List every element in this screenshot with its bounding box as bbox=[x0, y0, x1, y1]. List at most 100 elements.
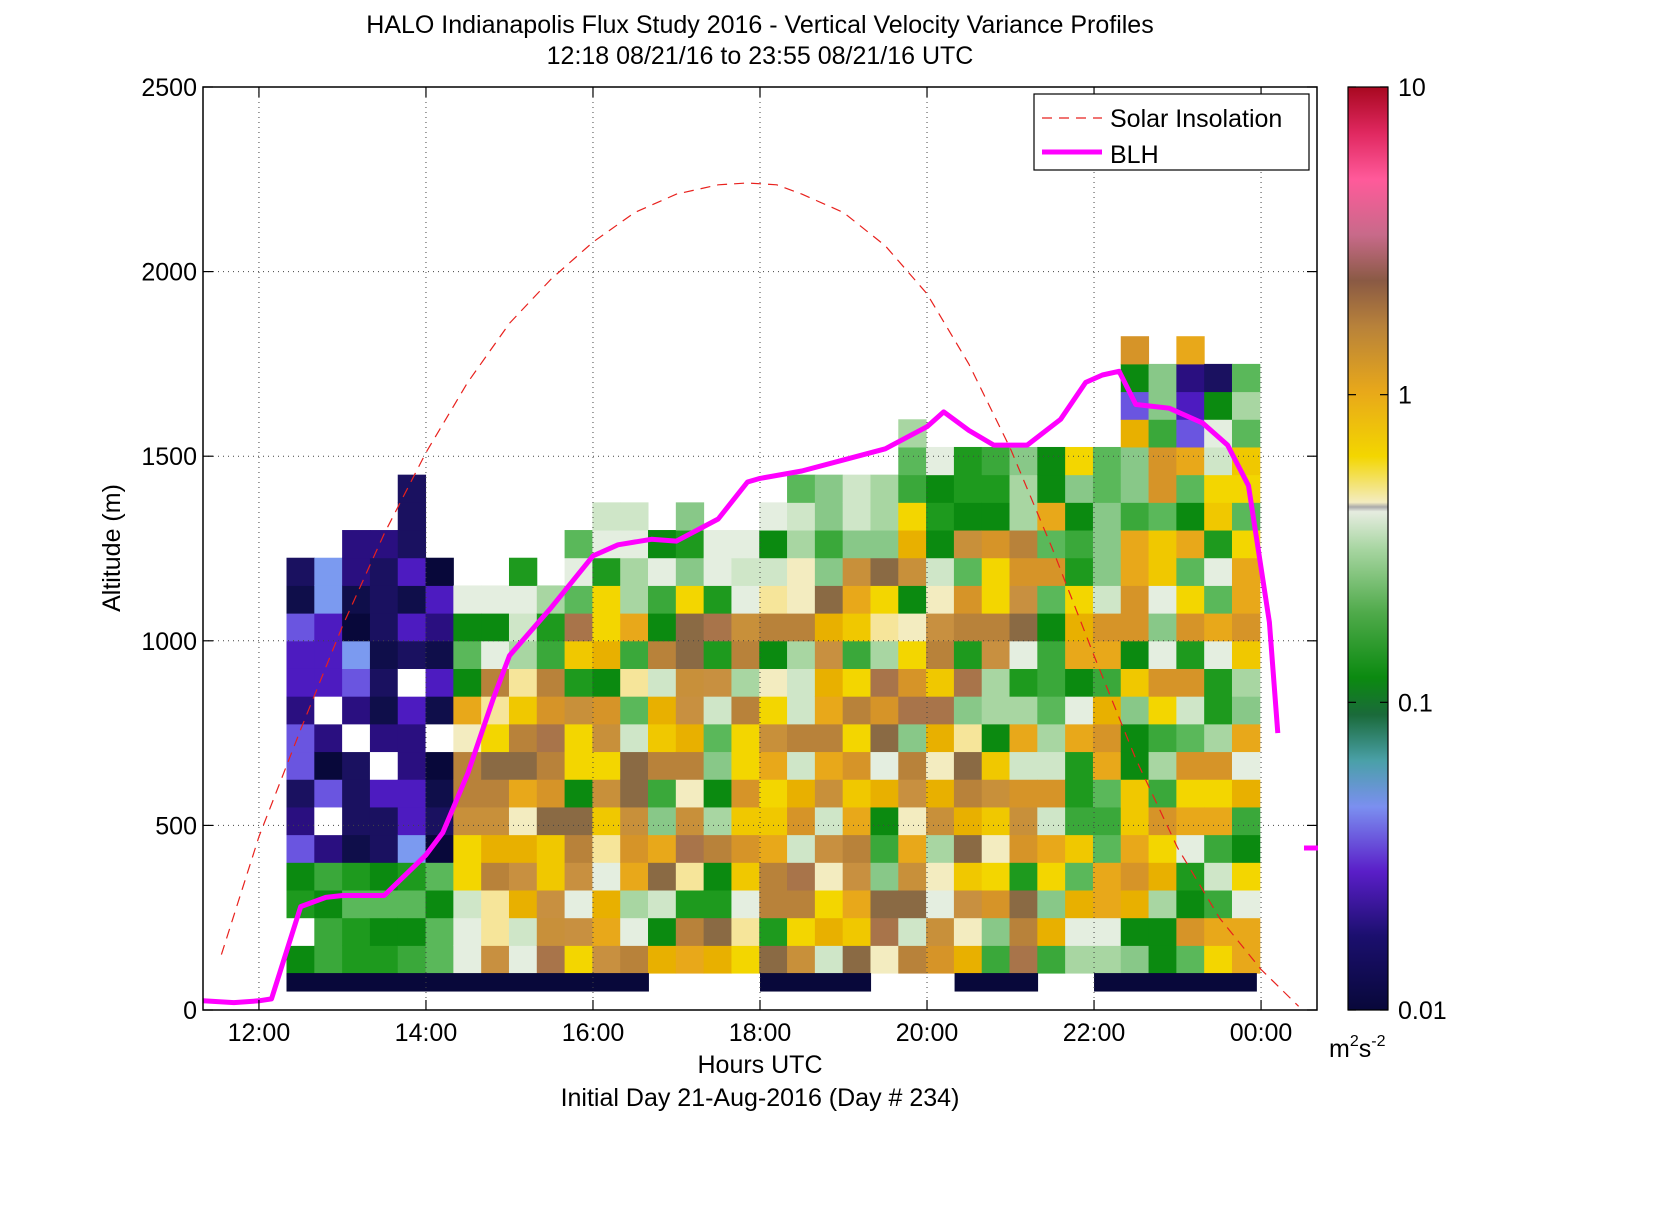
heatmap-cell bbox=[648, 696, 677, 725]
heatmap-cell bbox=[842, 530, 871, 559]
colorbar-unit: m2s-2 bbox=[1329, 1033, 1386, 1063]
heatmap-cell bbox=[953, 585, 983, 614]
heatmap-cell bbox=[1009, 890, 1038, 919]
x-tick-label: 22:00 bbox=[1063, 1019, 1126, 1047]
heatmap-cell bbox=[1176, 336, 1205, 365]
heatmap-cell bbox=[1092, 862, 1122, 891]
heatmap-cell bbox=[814, 585, 844, 614]
heatmap-cell bbox=[731, 585, 760, 614]
heatmap-cell bbox=[453, 862, 482, 891]
heatmap-cell bbox=[981, 917, 1011, 946]
heatmap-cell bbox=[1065, 446, 1094, 476]
heatmap-cell bbox=[536, 668, 566, 697]
heatmap-cell bbox=[592, 917, 621, 946]
heatmap-cell bbox=[759, 613, 788, 642]
heatmap-cell bbox=[648, 668, 677, 697]
heatmap-cell bbox=[1037, 585, 1066, 614]
heatmap-cell bbox=[314, 862, 343, 891]
heatmap-cell bbox=[620, 696, 649, 725]
heatmap-cell bbox=[1176, 751, 1205, 780]
heatmap-cell bbox=[564, 696, 593, 725]
heatmap-cell bbox=[1176, 668, 1205, 697]
heatmap-cell bbox=[926, 779, 955, 808]
heatmap-cell bbox=[397, 585, 427, 614]
y-axis-label: Altitude (m) bbox=[98, 484, 126, 612]
heatmap-cell bbox=[342, 862, 371, 891]
heatmap-cell bbox=[842, 640, 871, 669]
legend-label-solar: Solar Insolation bbox=[1110, 105, 1282, 133]
heatmap-cell bbox=[842, 862, 871, 891]
heatmap-cell bbox=[1092, 640, 1122, 669]
heatmap-cell bbox=[926, 474, 955, 503]
heatmap-cell bbox=[703, 917, 732, 946]
heatmap-cell bbox=[508, 834, 538, 863]
heatmap-cell bbox=[926, 890, 955, 919]
heatmap-cell bbox=[1120, 696, 1150, 725]
heatmap-cell bbox=[425, 862, 454, 891]
heatmap-cell bbox=[1037, 751, 1066, 780]
heatmap-cell bbox=[1092, 945, 1122, 974]
heatmap-cell bbox=[731, 668, 760, 697]
heatmap-cell bbox=[1037, 696, 1066, 725]
heatmap-cell bbox=[842, 806, 871, 836]
heatmap-cell bbox=[620, 723, 649, 753]
heatmap-cell bbox=[814, 917, 844, 946]
heatmap-cell bbox=[926, 640, 955, 669]
heatmap-cell bbox=[314, 696, 343, 725]
heatmap-cell bbox=[314, 557, 343, 586]
heatmap-cell bbox=[620, 806, 649, 836]
heatmap-cell bbox=[1120, 502, 1150, 531]
heatmap-cell bbox=[508, 696, 538, 725]
heatmap-cell bbox=[1176, 779, 1205, 808]
blocked-gate-bar bbox=[760, 973, 872, 992]
heatmap-cell bbox=[926, 446, 955, 476]
heatmap-cell bbox=[870, 613, 899, 642]
heatmap-cell bbox=[508, 779, 538, 808]
heatmap-cell bbox=[1037, 502, 1066, 531]
legend: Solar Insolation BLH bbox=[1033, 93, 1310, 171]
heatmap-cell bbox=[898, 779, 927, 808]
heatmap-cell bbox=[314, 751, 343, 780]
heatmap-cell bbox=[1148, 474, 1177, 503]
heatmap-cell bbox=[286, 640, 315, 669]
heatmap-cell bbox=[1120, 862, 1150, 891]
heatmap-cell bbox=[481, 613, 510, 642]
heatmap-cell bbox=[1120, 668, 1150, 697]
chart-title: HALO Indianapolis Flux Study 2016 - Vert… bbox=[366, 11, 1153, 39]
heatmap-cell bbox=[1009, 834, 1038, 863]
heatmap-cell bbox=[1204, 640, 1233, 669]
heatmap-cell bbox=[926, 723, 955, 753]
heatmap-cell bbox=[1037, 945, 1066, 974]
heatmap-cell bbox=[536, 917, 566, 946]
heatmap-cell bbox=[1065, 890, 1094, 919]
heatmap-cell bbox=[675, 696, 705, 725]
heatmap-cell bbox=[898, 668, 927, 697]
heatmap-cell bbox=[1120, 779, 1150, 808]
heatmap-cell bbox=[731, 723, 760, 753]
heatmap-cell bbox=[1120, 419, 1150, 448]
heatmap-cell bbox=[898, 862, 927, 891]
heatmap-cell bbox=[425, 696, 454, 725]
heatmap-cell bbox=[1176, 917, 1205, 946]
heatmap-cell bbox=[842, 945, 871, 974]
legend-box bbox=[1033, 93, 1310, 171]
colorbar-tick-label: 0.01 bbox=[1398, 997, 1447, 1025]
heatmap-cell bbox=[481, 806, 510, 836]
heatmap-cell bbox=[564, 613, 593, 642]
heatmap-cell bbox=[953, 474, 983, 503]
heatmap-cell bbox=[592, 502, 621, 531]
heatmap-cell bbox=[1065, 806, 1094, 836]
heatmap-cell bbox=[1148, 696, 1177, 725]
heatmap-cell bbox=[787, 585, 816, 614]
heatmap-cell bbox=[369, 668, 399, 697]
heatmap-cell bbox=[842, 834, 871, 863]
heatmap-cell bbox=[842, 890, 871, 919]
heatmap-cell bbox=[620, 557, 649, 586]
heatmap-cell bbox=[1148, 806, 1177, 836]
heatmap-cell bbox=[1176, 474, 1205, 503]
heatmap-cell bbox=[564, 945, 593, 974]
heatmap-cell bbox=[592, 613, 621, 642]
heatmap-cell bbox=[675, 640, 705, 669]
heatmap-cell bbox=[1120, 446, 1150, 476]
heatmap-cell bbox=[397, 668, 427, 697]
